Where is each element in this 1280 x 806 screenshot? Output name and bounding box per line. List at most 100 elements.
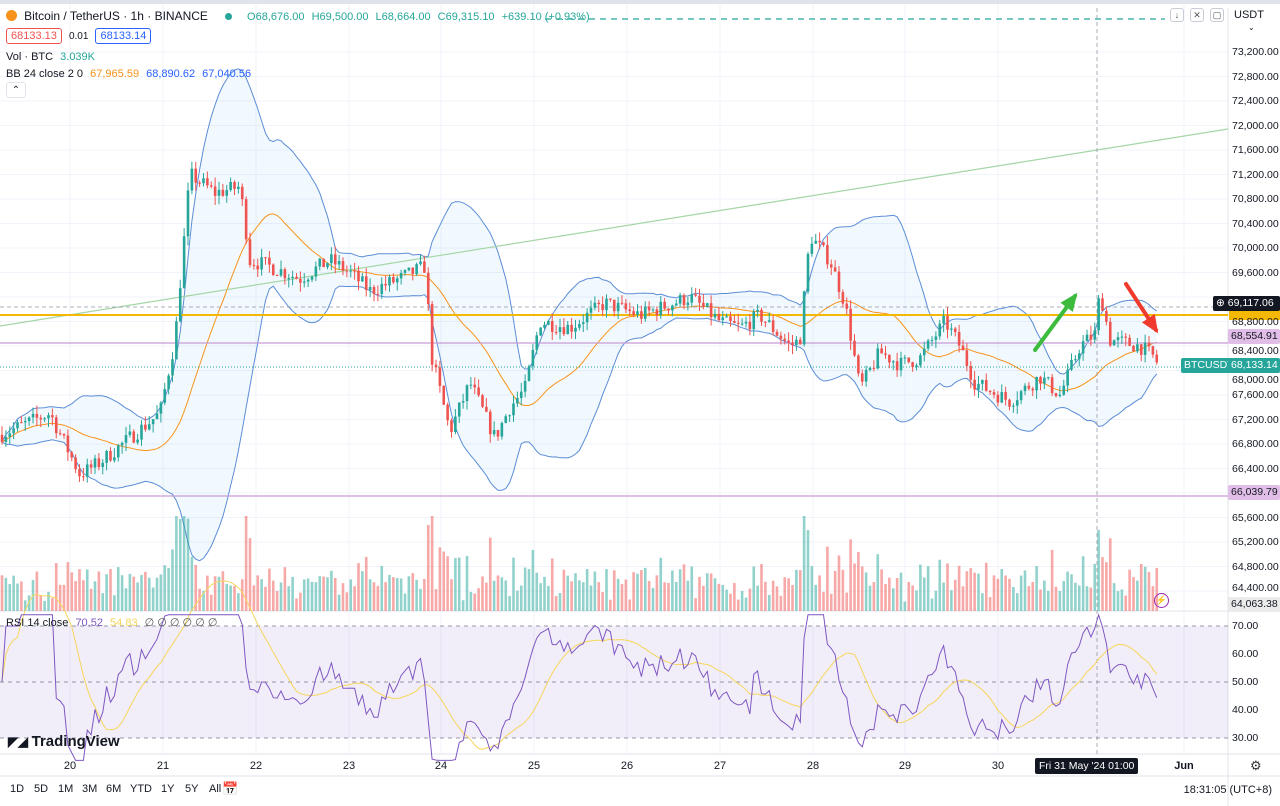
candle-body (1147, 342, 1151, 347)
candle-body (1015, 400, 1019, 406)
scroll-down-button[interactable]: ↓ (1170, 8, 1184, 22)
timeframe-1d[interactable]: 1D (10, 783, 25, 795)
calendar-icon[interactable]: 📅 (222, 781, 239, 796)
timeframe-5y[interactable]: 5Y (185, 783, 199, 795)
volume-bar (1143, 566, 1147, 611)
volume-bar (686, 580, 690, 611)
settings-gear-icon[interactable]: ⚙ (1250, 758, 1262, 773)
volume-bar (903, 601, 907, 611)
sell-button[interactable]: 68133.13 (6, 28, 62, 44)
timeframe-1m[interactable]: 1M (58, 783, 74, 795)
volume-bar (705, 573, 709, 611)
candle-body (155, 413, 159, 420)
collapse-legend-button[interactable]: ⌃ (6, 82, 26, 98)
candle-body (120, 442, 124, 446)
volume-bar (438, 547, 442, 611)
volume-bar (907, 581, 911, 611)
volume-bar (853, 563, 856, 611)
volume-bar (841, 569, 845, 611)
candle-body (1116, 337, 1120, 341)
chart-canvas[interactable] (0, 4, 1280, 806)
candle-body (39, 417, 43, 420)
lightning-icon[interactable]: ⚡ (1154, 593, 1169, 608)
candle-body (291, 276, 294, 279)
currency-select[interactable]: USDT ⌄ (1234, 9, 1280, 33)
volume-bar (771, 580, 775, 611)
volume-bar (996, 578, 1000, 611)
volume-bar (314, 582, 318, 611)
candle-body (426, 272, 430, 305)
volume-bar (1151, 586, 1155, 611)
volume-bar (1027, 586, 1031, 611)
candle-body (225, 190, 229, 196)
volume-bar (144, 571, 147, 611)
candle-body (1139, 344, 1143, 355)
green-arrow-head (1060, 292, 1078, 312)
candle-body (535, 335, 539, 350)
volume-bar (163, 565, 167, 611)
volume-bar (388, 574, 391, 611)
candle-body (957, 331, 961, 346)
time-tick: 28 (806, 760, 820, 772)
timeframe-1y[interactable]: 1Y (161, 783, 175, 795)
clock[interactable]: 18:31:05 (UTC+8) (1183, 784, 1272, 796)
volume-bar (1105, 562, 1108, 611)
volume-bar (426, 524, 430, 611)
volume-bar (461, 600, 465, 611)
currency-label: USDT (1234, 9, 1264, 21)
candle-body (423, 261, 426, 273)
volume-bar (744, 597, 748, 611)
volume-bar (469, 591, 473, 611)
candle-body (860, 373, 864, 382)
volume-bar (1074, 582, 1077, 611)
candle-body (209, 185, 213, 187)
volume-bar (965, 571, 969, 611)
timeframe-3m[interactable]: 3M (82, 783, 98, 795)
timeframe-ytd[interactable]: YTD (130, 783, 152, 795)
volume-bar (612, 570, 616, 611)
volume-bar (337, 594, 341, 611)
candle-body (1128, 337, 1131, 346)
volume-bar (97, 571, 101, 611)
plus-icon[interactable]: ⊕ (1216, 297, 1225, 309)
volume-bar (105, 574, 108, 611)
volume-bar (1000, 569, 1004, 611)
volume-bar (310, 581, 314, 611)
volume-bar (151, 587, 155, 611)
candle-body (178, 288, 182, 322)
maximize-button[interactable]: ▢ (1210, 8, 1224, 22)
collapse-button[interactable]: ✕ (1190, 8, 1204, 22)
rsi-ma-value: 54.83 (110, 617, 138, 629)
volume-bar (597, 582, 601, 611)
ohlc-change: +639.10 (+0.93%) (501, 11, 590, 23)
candle-body (454, 416, 457, 433)
volume-bar (783, 577, 787, 611)
volume-bar (485, 582, 488, 611)
candle-body (984, 379, 988, 391)
symbol-title[interactable]: Bitcoin / TetherUS · 1h · BINANCE (24, 9, 208, 23)
volume-bar (516, 590, 519, 611)
candle-body (748, 321, 752, 330)
bb-lower: 67,040.56 (202, 68, 252, 80)
candle-body (729, 316, 732, 321)
candle-body (911, 362, 914, 368)
tradingview-logo[interactable]: ◤◢ TradingView (8, 733, 120, 750)
bb-basis: 67,965.59 (90, 68, 140, 80)
volume-bar (868, 585, 872, 611)
timeframe-all[interactable]: All (209, 783, 222, 795)
volume-bar (1128, 569, 1131, 611)
candle-body (457, 402, 461, 417)
timeframe-5d[interactable]: 5D (34, 783, 49, 795)
timeframe-6m[interactable]: 6M (106, 783, 122, 795)
candle-body (473, 384, 477, 388)
candle-body (206, 178, 209, 186)
volume-bar (271, 580, 275, 611)
candle-body (1124, 336, 1128, 338)
volume-bar (919, 564, 922, 611)
candle-body (481, 395, 484, 407)
volume-bar (950, 590, 953, 611)
buy-button[interactable]: 68133.14 (95, 28, 152, 44)
volume-bar (275, 590, 279, 611)
volume-bar (287, 586, 291, 611)
volume-bar (589, 585, 593, 611)
